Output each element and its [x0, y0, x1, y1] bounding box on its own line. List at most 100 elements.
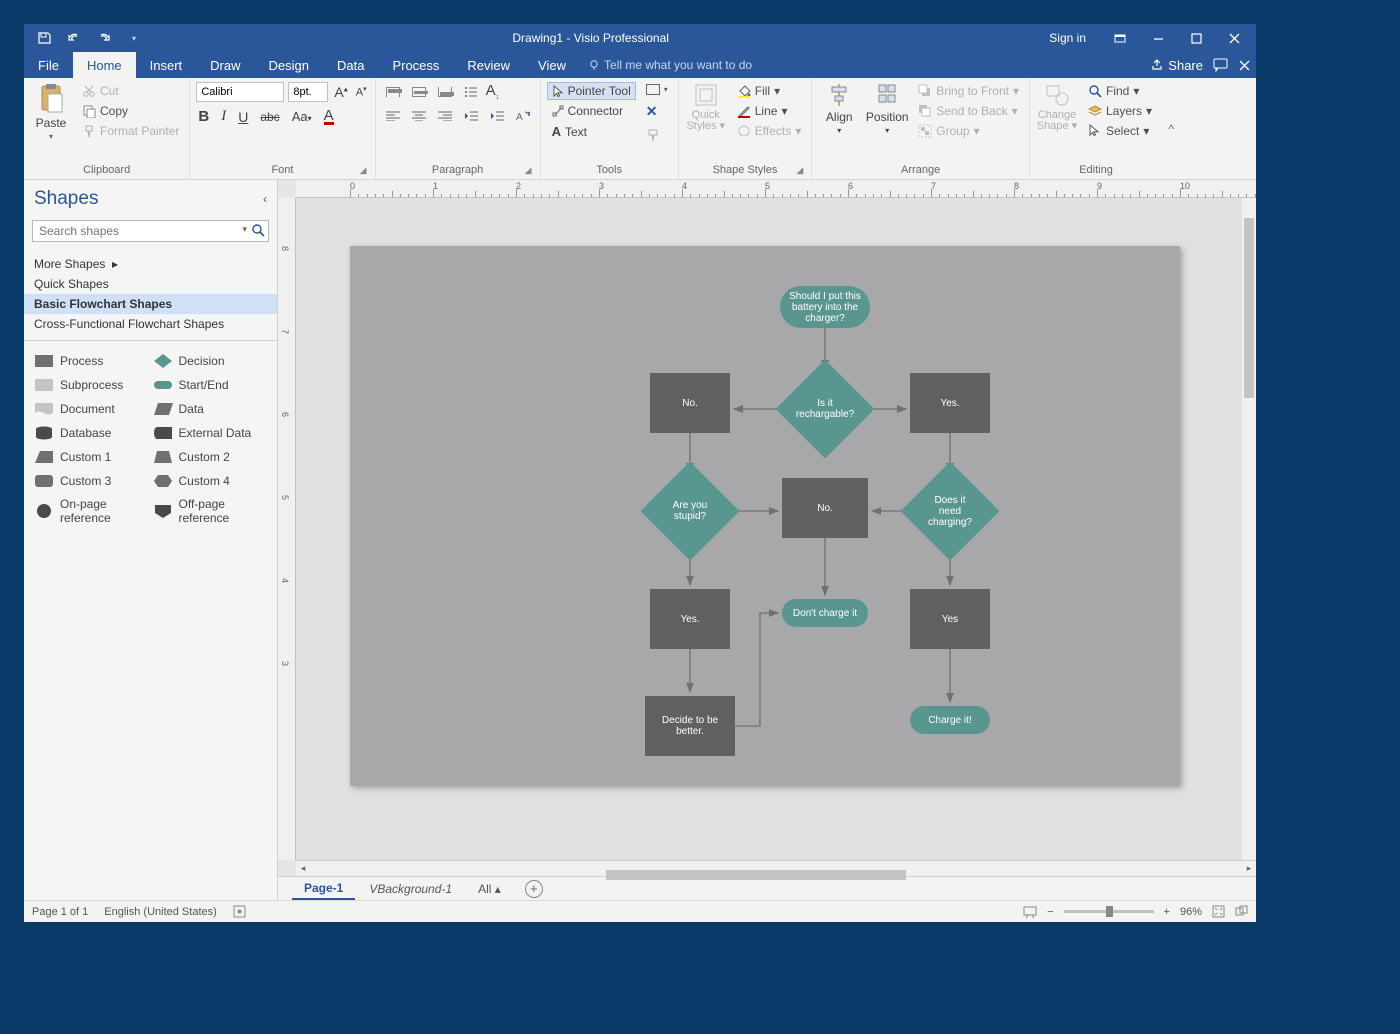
pointer-tool-button[interactable]: Pointer Tool [547, 82, 636, 100]
bullets-icon[interactable] [460, 83, 482, 101]
tab-file[interactable]: File [24, 52, 73, 78]
select-button[interactable]: Select ▾ [1084, 122, 1156, 140]
share-button[interactable]: Share [1150, 58, 1203, 73]
copy-button[interactable]: Copy [78, 102, 183, 120]
align-button[interactable]: Align▾ [818, 82, 860, 135]
flowchart-decision[interactable]: Does it need charging? [915, 476, 985, 546]
align-right-icon[interactable] [434, 107, 456, 125]
shape-palette-item[interactable]: Custom 3 [34, 473, 149, 489]
flowchart-terminator[interactable]: Should I put this battery into the charg… [780, 286, 870, 328]
paste-button[interactable]: Paste ▾ [30, 82, 72, 141]
effects-button[interactable]: Effects ▾ [733, 122, 806, 140]
comments-icon[interactable] [1213, 58, 1229, 72]
stencil-item[interactable]: Cross-Functional Flowchart Shapes [24, 314, 277, 334]
decrease-indent-icon[interactable] [460, 107, 482, 125]
flowchart-process[interactable]: Yes. [910, 373, 990, 433]
flowchart-process[interactable]: Yes. [650, 589, 730, 649]
shape-palette-item[interactable]: Custom 2 [153, 449, 268, 465]
tab-draw[interactable]: Draw [196, 52, 254, 78]
font-name-input[interactable] [196, 82, 284, 102]
tab-design[interactable]: Design [255, 52, 323, 78]
signin-link[interactable]: Sign in [1035, 31, 1100, 45]
grow-font-icon[interactable]: A▴ [332, 84, 349, 100]
flowchart-connector[interactable] [735, 613, 778, 726]
flowchart-decision[interactable]: Is it rechargable? [790, 374, 860, 444]
connector-tool-button[interactable]: Connector [547, 102, 636, 120]
tab-insert[interactable]: Insert [136, 52, 197, 78]
fill-button[interactable]: Fill ▾ [733, 82, 806, 100]
scroll-thumb[interactable] [606, 870, 906, 880]
format-painter-tool-icon[interactable] [646, 128, 668, 142]
scroll-left-icon[interactable]: ◂ [296, 863, 310, 874]
language-indicator[interactable]: English (United States) [104, 906, 217, 918]
flowchart-process[interactable]: No. [650, 373, 730, 433]
zoom-level[interactable]: 96% [1180, 906, 1202, 918]
flowchart-process[interactable]: No. [782, 478, 868, 538]
align-bottom-icon[interactable] [434, 83, 456, 101]
shape-palette-item[interactable]: Start/End [153, 377, 268, 393]
dialog-launcher-icon[interactable]: ◢ [525, 165, 532, 176]
flowchart-decision[interactable]: Are you stupid? [655, 476, 725, 546]
align-left-icon[interactable] [382, 107, 404, 125]
shape-palette-item[interactable]: Subprocess [34, 377, 149, 393]
collapse-panel-icon[interactable]: ‹ [263, 192, 267, 206]
close-icon[interactable] [1216, 24, 1252, 52]
text-tool-button[interactable]: AText [547, 122, 636, 141]
search-shapes-input[interactable] [32, 220, 269, 242]
undo-icon[interactable] [62, 26, 86, 50]
change-shape-button[interactable]: ChangeShape ▾ [1036, 82, 1078, 132]
maximize-icon[interactable] [1178, 24, 1214, 52]
align-middle-icon[interactable] [408, 83, 430, 101]
group-button[interactable]: Group ▾ [914, 122, 1023, 140]
shape-palette-item[interactable]: Database [34, 425, 149, 441]
vertical-scrollbar[interactable] [1242, 198, 1256, 860]
zoom-in-button[interactable]: + [1164, 906, 1170, 918]
layers-button[interactable]: Layers ▾ [1084, 102, 1156, 120]
shape-palette-item[interactable]: Decision [153, 353, 268, 369]
font-size-input[interactable] [288, 82, 328, 102]
presentation-mode-icon[interactable] [1023, 906, 1037, 918]
stencil-item[interactable]: Quick Shapes [24, 274, 277, 294]
page-tab[interactable]: Page-1 [292, 878, 355, 900]
dialog-launcher-icon[interactable]: ◢ [360, 165, 367, 176]
shape-palette-item[interactable]: Custom 1 [34, 449, 149, 465]
flowchart-terminator[interactable]: Charge it! [910, 706, 990, 734]
format-painter-button[interactable]: Format Painter [78, 122, 183, 140]
line-spacing-icon[interactable]: A↕ [486, 82, 500, 101]
all-pages-tab[interactable]: All ▴ [466, 879, 513, 899]
flowchart-terminator[interactable]: Don't charge it [782, 599, 868, 627]
drawing-page[interactable]: Should I put this battery into the charg… [350, 246, 1180, 786]
position-button[interactable]: Position▾ [866, 82, 908, 135]
shape-palette-item[interactable]: Data [153, 401, 268, 417]
zoom-out-button[interactable]: − [1047, 906, 1053, 918]
search-dropdown-icon[interactable]: ▾ [242, 224, 247, 235]
flowchart-process[interactable]: Yes [910, 589, 990, 649]
bring-to-front-button[interactable]: Bring to Front ▾ [914, 82, 1023, 100]
ribbon-display-icon[interactable] [1102, 24, 1138, 52]
switch-windows-icon[interactable] [1235, 905, 1248, 918]
page-indicator[interactable]: Page 1 of 1 [32, 906, 88, 918]
shape-palette-item[interactable]: Process [34, 353, 149, 369]
scroll-right-icon[interactable]: ▸ [1242, 863, 1256, 874]
canvas[interactable]: Should I put this battery into the charg… [296, 198, 1256, 860]
strikethrough-button[interactable]: abc [260, 110, 279, 124]
delete-icon[interactable]: ✕ [646, 103, 668, 120]
save-icon[interactable] [32, 26, 56, 50]
shape-palette-item[interactable]: Off-page reference [153, 497, 268, 525]
scroll-thumb[interactable] [1244, 218, 1254, 398]
tab-view[interactable]: View [524, 52, 580, 78]
shrink-font-icon[interactable]: A▾ [354, 85, 369, 99]
tab-process[interactable]: Process [378, 52, 453, 78]
search-icon[interactable] [251, 223, 265, 237]
close-pane-icon[interactable] [1239, 60, 1250, 71]
rotate-text-icon[interactable]: A [512, 107, 534, 125]
dialog-launcher-icon[interactable]: ◢ [796, 165, 803, 176]
underline-button[interactable]: U [238, 109, 248, 125]
italic-button[interactable]: I [221, 108, 226, 125]
macro-recording-icon[interactable] [233, 905, 246, 918]
page-tab[interactable]: VBackground-1 [357, 879, 464, 899]
shape-palette-item[interactable]: Document [34, 401, 149, 417]
more-shapes-item[interactable]: More Shapes ▸ [24, 254, 277, 274]
line-button[interactable]: Line ▾ [733, 102, 806, 120]
font-color-button[interactable]: A [324, 109, 334, 125]
